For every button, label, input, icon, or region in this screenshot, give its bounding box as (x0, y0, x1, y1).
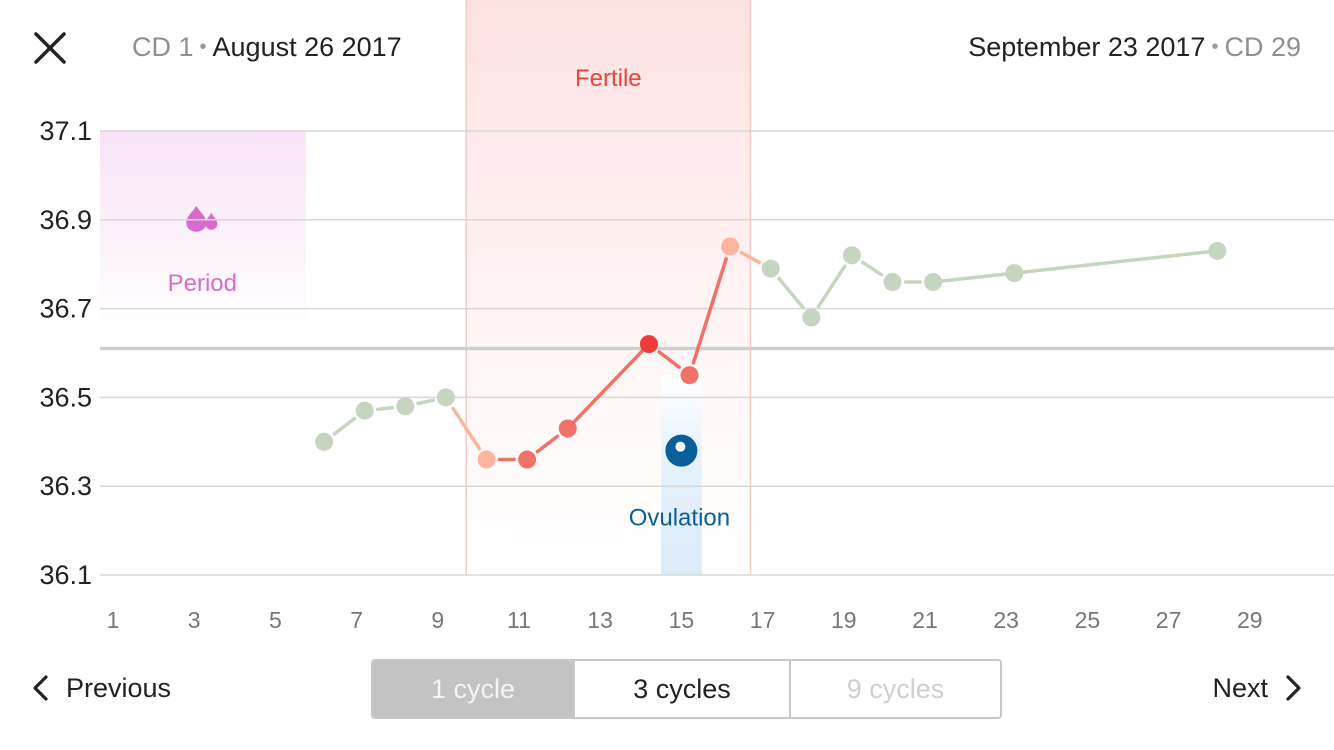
temperature-segment (816, 264, 847, 309)
close-icon (34, 32, 66, 64)
x-tick-label: 5 (269, 607, 282, 633)
start-cycle-day: CD 1 (132, 32, 194, 62)
temperature-segment (931, 271, 1017, 284)
segment-9-cycles[interactable]: 9 cycles (791, 661, 1000, 717)
temperature-segment (777, 276, 805, 310)
temperature-point (721, 237, 740, 256)
close-button[interactable] (28, 26, 72, 70)
x-tick-label: 17 (750, 607, 776, 633)
lines-layer (332, 249, 1220, 462)
ovulation-label: Ovulation (629, 505, 730, 532)
separator-dot: • (1211, 36, 1219, 58)
temperature-segment (691, 257, 728, 365)
temperature-segment (565, 342, 651, 431)
x-tick-label: 21 (912, 607, 938, 633)
temperature-point (315, 432, 334, 451)
temperature-point (802, 308, 821, 327)
x-tick-label: 19 (831, 607, 857, 633)
temperature-segment (739, 250, 762, 265)
y-tick-label: 36.1 (39, 560, 92, 590)
previous-button[interactable]: Previous (28, 663, 171, 713)
x-tick-label: 29 (1237, 607, 1263, 633)
temperature-point (436, 388, 455, 407)
cycle-start-label: CD 1 • August 26 2017 (132, 32, 402, 63)
y-tick-label: 36.9 (39, 205, 92, 235)
temperature-segment (332, 416, 357, 436)
cycle-range-selector: 1 cycle 3 cycles 9 cycles (371, 659, 1002, 719)
x-tick-label: 23 (993, 607, 1019, 633)
temperature-segment (657, 350, 681, 370)
temperature-point (761, 259, 780, 278)
next-label: Next (1212, 672, 1268, 703)
temperature-point (1208, 241, 1227, 260)
temperature-point (842, 246, 861, 265)
bands-layer (100, 0, 752, 575)
y-tick-label: 36.3 (39, 471, 92, 501)
start-date: August 26 2017 (212, 32, 402, 62)
ovulation-band (661, 375, 702, 575)
chart-header: CD 1 • August 26 2017 September 23 2017 • CD… (0, 0, 1334, 100)
temperature-segment (1012, 249, 1220, 275)
cycle-end-label: September 23 2017 • CD 29 (968, 32, 1301, 63)
chart-footer: Previous 1 cycle 3 cycles 9 cycles Next (0, 655, 1334, 725)
period-label: Period (168, 270, 237, 297)
temperature-point (924, 272, 943, 291)
ovulation-icon-inner (675, 441, 686, 452)
temperature-segment (375, 405, 395, 412)
x-tick-label: 25 (1075, 607, 1101, 633)
blood-drops-icon (186, 205, 218, 232)
labels-layer: Period Fertile Ovulation 37.1 36.9 36.7 36.5 36… (39, 65, 1262, 633)
x-tick-label: 15 (669, 607, 695, 633)
temperature-segment (451, 406, 482, 451)
x-tick-label: 27 (1156, 607, 1182, 633)
chevron-right-icon (1286, 675, 1301, 701)
end-date: September 23 2017 (968, 32, 1206, 62)
x-tick-label: 11 (507, 607, 531, 633)
fertile-label: Fertile (575, 65, 642, 92)
temperature-point (355, 401, 374, 420)
drop-small (205, 212, 218, 230)
temperature-point (883, 272, 902, 291)
segment-3-cycles[interactable]: 3 cycles (573, 661, 791, 717)
previous-label: Previous (66, 672, 172, 703)
y-tick-label: 37.1 (39, 116, 92, 146)
y-tick-label: 36.5 (39, 382, 92, 412)
period-band (100, 131, 306, 331)
x-tick-label: 3 (188, 607, 201, 633)
temperature-point (639, 335, 658, 354)
temperature-point (477, 450, 496, 469)
y-tick-label: 36.7 (39, 294, 92, 324)
temperature-point (518, 450, 537, 469)
points-layer (315, 237, 1227, 469)
x-tick-label: 13 (587, 607, 613, 633)
x-tick-label: 1 (107, 607, 120, 633)
temperature-segment (861, 260, 884, 277)
temperature-point (558, 419, 577, 438)
next-button[interactable]: Next (1212, 663, 1306, 713)
chevron-left-icon (33, 675, 48, 701)
temperature-chart: Period Fertile Ovulation 37.1 36.9 36.7 36.5 36… (39, 0, 1334, 633)
grid-layer (100, 130, 1334, 576)
x-tick-label: 7 (350, 607, 363, 633)
temperature-segment (535, 434, 560, 454)
temperature-point (396, 397, 415, 416)
temperature-segment (416, 398, 435, 406)
drop-large (186, 205, 207, 232)
separator-dot: • (199, 36, 207, 58)
x-tick-label: 9 (431, 607, 444, 633)
segment-1-cycle[interactable]: 1 cycle (373, 661, 573, 717)
temperature-point (680, 366, 699, 385)
ovulation-icon (665, 434, 698, 467)
fertile-band (466, 0, 751, 575)
temperature-point (1005, 264, 1024, 283)
end-cycle-day: CD 29 (1224, 32, 1301, 62)
